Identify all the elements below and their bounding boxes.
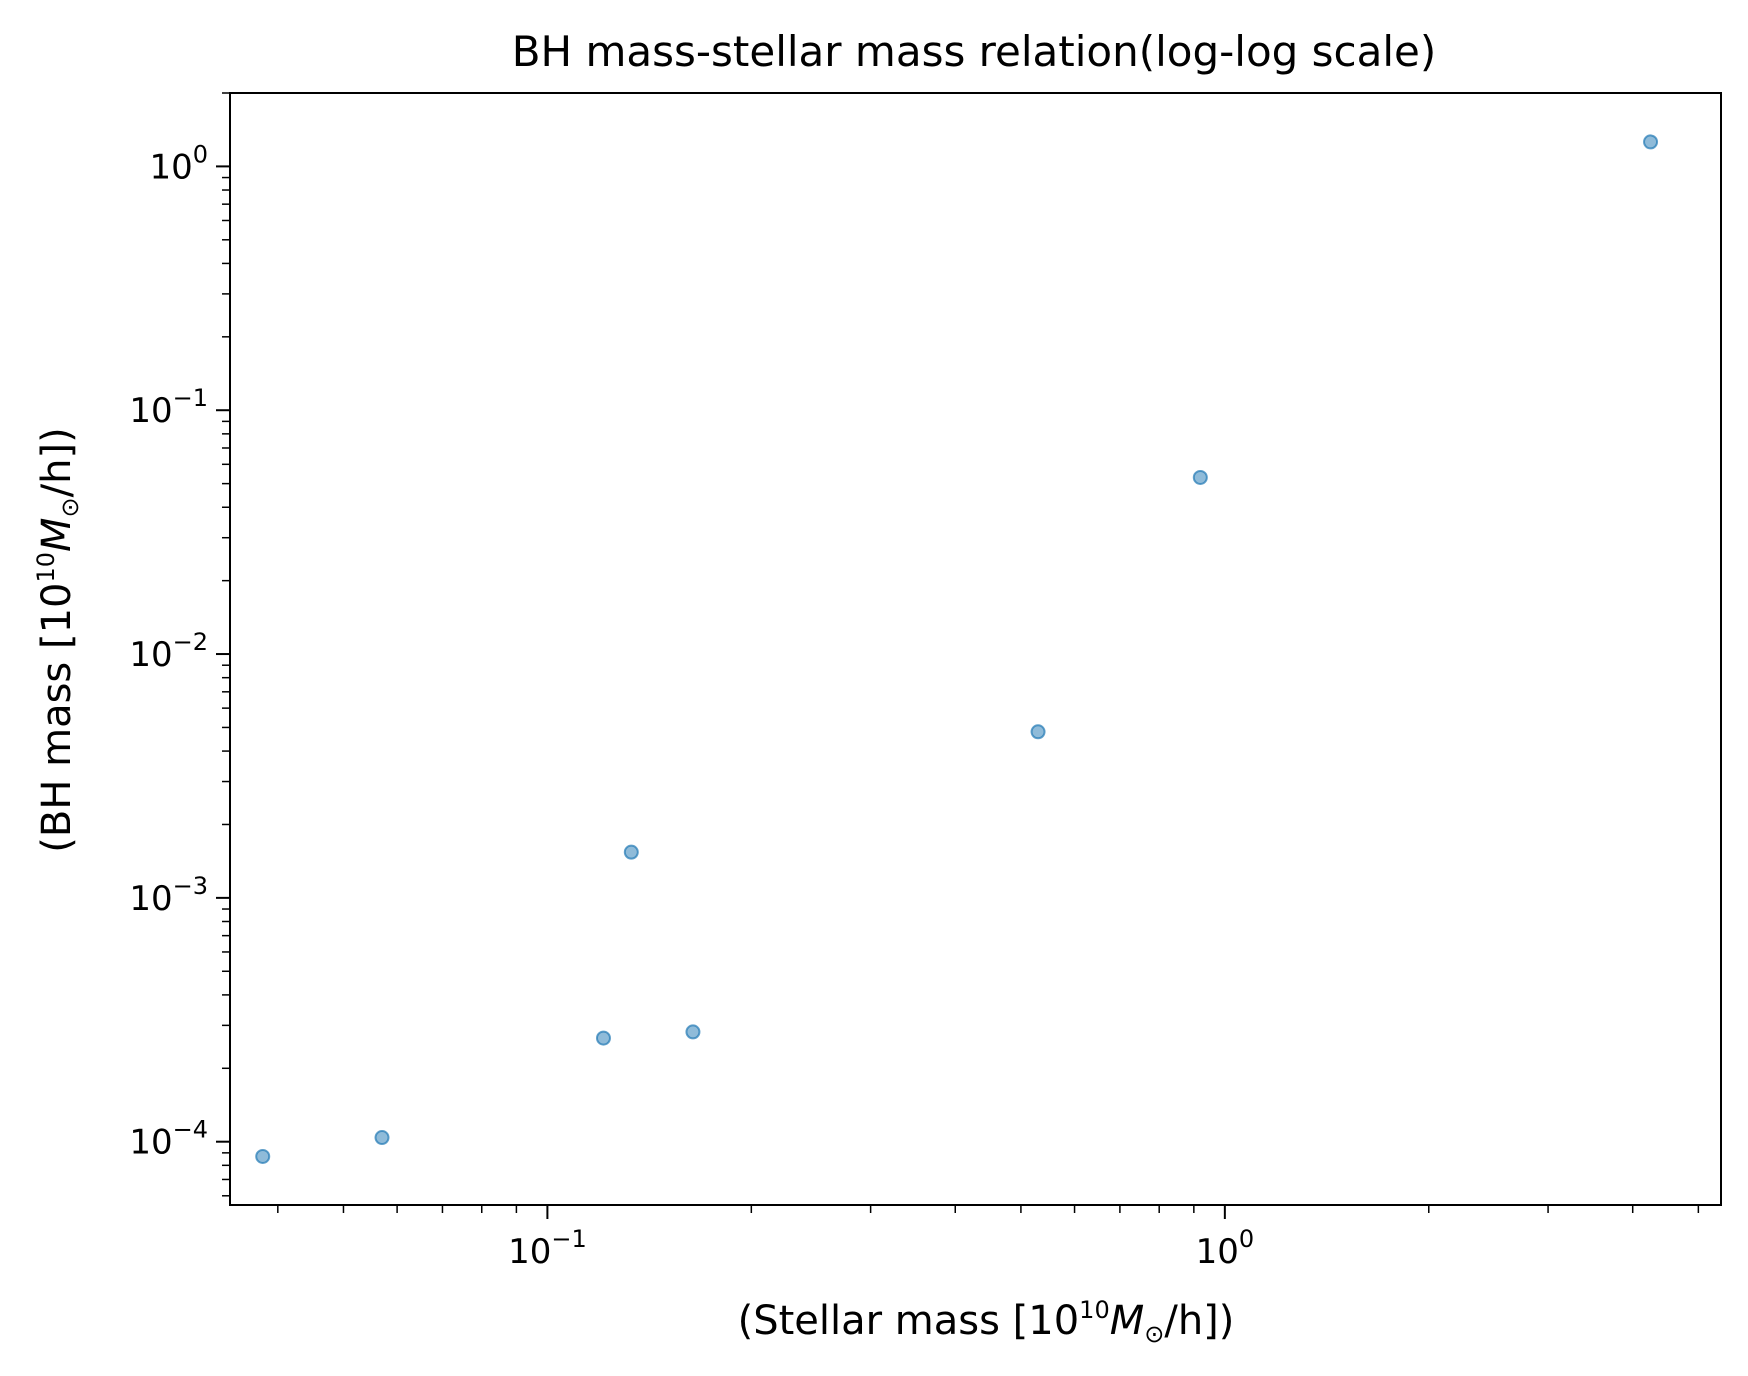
- scatter-point: [1030, 724, 1046, 740]
- scatter-point: [374, 1130, 390, 1146]
- scatter-point: [595, 1030, 611, 1046]
- scatter-point: [685, 1024, 701, 1040]
- x-tick-label: 10−1: [508, 1225, 587, 1272]
- y-tick-label: 10−4: [129, 1116, 208, 1163]
- scatter-point: [255, 1148, 271, 1164]
- y-tick-label: 100: [149, 140, 208, 187]
- plot-area: [229, 92, 1722, 1206]
- x-axis-label: (Stellar mass [1010M⊙/h]): [738, 1296, 1235, 1348]
- y-axis-label: (BH mass [1010M⊙/h]): [32, 427, 84, 852]
- scatter-points: [255, 134, 1659, 1164]
- scatter-point: [1192, 469, 1208, 485]
- scatter-point: [1643, 134, 1659, 150]
- y-tick-label: 10−2: [129, 628, 208, 675]
- x-tick-label: 100: [1196, 1225, 1255, 1272]
- y-tick-label: 10−3: [129, 872, 208, 919]
- scatter-point: [623, 844, 639, 860]
- y-axis: 10−4 10−3 10−2 10−1 100: [129, 92, 230, 1197]
- x-axis: 10−1 100: [277, 1205, 1700, 1272]
- y-tick-label: 10−1: [129, 384, 208, 431]
- chart-title: BH mass-stellar mass relation(log-log sc…: [512, 27, 1437, 76]
